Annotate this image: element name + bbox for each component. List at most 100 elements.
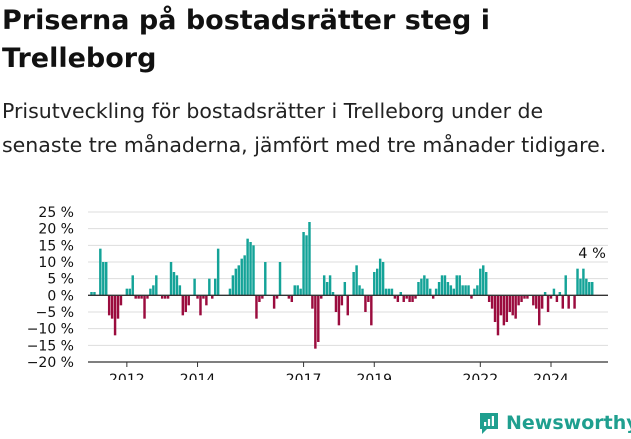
bar xyxy=(564,275,567,296)
bar xyxy=(443,275,447,296)
bar xyxy=(540,295,544,309)
bar xyxy=(470,295,473,299)
bar xyxy=(125,288,129,296)
bar xyxy=(202,295,205,299)
y-tick-label: 15 % xyxy=(38,238,74,254)
bar xyxy=(493,295,497,322)
bar xyxy=(452,288,456,296)
bar xyxy=(261,295,264,299)
bar xyxy=(90,292,93,296)
x-tick-label: 2014 xyxy=(180,372,216,380)
newsworthy-icon xyxy=(480,413,498,434)
y-tick-label: 5 % xyxy=(47,272,74,288)
bar xyxy=(325,282,329,296)
bar xyxy=(411,295,414,302)
bar xyxy=(449,285,453,296)
bar xyxy=(113,295,117,336)
bar xyxy=(358,285,361,296)
bar xyxy=(440,275,444,296)
bars xyxy=(90,222,594,349)
bar xyxy=(364,295,367,312)
bar xyxy=(408,295,411,302)
bar xyxy=(131,275,134,296)
bar xyxy=(508,295,511,312)
bar xyxy=(511,295,514,316)
bar xyxy=(290,295,294,302)
bar xyxy=(591,282,594,296)
bar xyxy=(378,258,382,296)
bar xyxy=(258,295,261,302)
bar xyxy=(476,285,479,296)
bar xyxy=(561,295,565,309)
bar xyxy=(343,282,347,296)
bar xyxy=(149,288,152,296)
bar xyxy=(134,295,137,299)
chart-subtitle: Prisutveckling för bostadsrätter i Trell… xyxy=(2,99,607,157)
bar xyxy=(381,262,385,296)
bar xyxy=(308,222,311,296)
bar xyxy=(199,295,202,316)
bar xyxy=(546,295,550,312)
brand-logo: Newsworthy xyxy=(478,410,631,436)
bar xyxy=(399,292,403,296)
bar xyxy=(340,295,344,306)
bar xyxy=(187,295,190,306)
bar xyxy=(287,295,291,299)
bar xyxy=(193,278,196,296)
bar xyxy=(337,295,341,326)
bar xyxy=(405,295,408,299)
bar xyxy=(431,295,435,299)
bar xyxy=(317,295,320,342)
bar xyxy=(208,278,211,296)
bar xyxy=(490,295,494,309)
bar xyxy=(543,292,547,296)
bar xyxy=(446,282,450,296)
y-tick-label: 20 % xyxy=(38,222,74,238)
bar xyxy=(370,295,373,326)
bar xyxy=(107,295,111,316)
bar xyxy=(205,295,208,306)
chart-title: Priserna på bostadsrätter steg i Trelleb… xyxy=(2,5,490,74)
bar xyxy=(573,295,576,309)
bar xyxy=(579,278,582,296)
bar xyxy=(216,248,220,296)
bar xyxy=(393,295,397,299)
bar xyxy=(178,285,182,296)
bar xyxy=(496,295,500,336)
bar xyxy=(175,275,179,296)
bar xyxy=(140,295,143,299)
bar xyxy=(555,295,559,302)
bar xyxy=(181,295,185,316)
x-tick-label: 2017 xyxy=(286,372,322,380)
bar xyxy=(137,295,140,299)
bar xyxy=(423,275,426,296)
x-tick-label: 2012 xyxy=(109,372,145,380)
bar xyxy=(420,278,423,296)
bar xyxy=(535,295,538,309)
bar xyxy=(152,285,155,296)
x-tick-label: 2022 xyxy=(462,372,498,380)
bar xyxy=(240,258,243,296)
bar xyxy=(487,295,491,302)
bar xyxy=(588,282,591,296)
bar xyxy=(328,275,332,296)
bar xyxy=(458,275,461,296)
bar xyxy=(234,268,238,296)
bar xyxy=(99,248,102,296)
bar xyxy=(163,295,167,299)
bar xyxy=(355,265,358,296)
bar xyxy=(585,278,588,296)
bar xyxy=(390,288,394,296)
bar xyxy=(243,255,246,296)
bar xyxy=(523,295,526,299)
bar xyxy=(160,295,164,299)
bar xyxy=(184,295,187,312)
bar-chart: 25 %20 %15 %10 %5 %0 %−5 %−10 %−15 %−20 … xyxy=(27,205,608,380)
bar xyxy=(479,268,482,296)
bar xyxy=(502,295,506,326)
bar xyxy=(373,272,376,296)
bar xyxy=(429,288,432,296)
bar xyxy=(334,295,338,312)
bar xyxy=(302,232,305,296)
bar xyxy=(237,265,240,296)
